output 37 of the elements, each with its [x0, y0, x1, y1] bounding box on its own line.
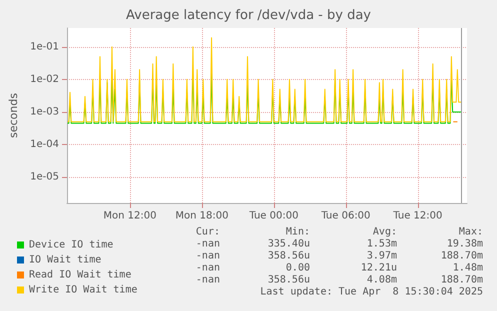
- x-tick-label: Tue 00:00: [248, 210, 298, 222]
- legend-label: IO Wait time: [29, 254, 102, 266]
- text: Max:: [458, 226, 483, 238]
- chart-title: Average latency for /dev/vda - by day: [126, 8, 372, 23]
- text: 12.21u: [360, 262, 397, 274]
- y-axis-title: seconds: [7, 92, 20, 138]
- text: 4.08m: [366, 274, 397, 286]
- y-tick-label: 1e-01: [30, 41, 59, 52]
- y-tick-label: 1e-04: [30, 139, 59, 150]
- legend-label: Device IO time: [29, 240, 114, 250]
- legend-label: Write IO Wait time: [29, 284, 138, 296]
- y-tick-label: 1e-02: [30, 74, 59, 85]
- text: 19.38m: [446, 238, 483, 250]
- text: -nan: [196, 238, 220, 250]
- text: 0.00: [286, 262, 310, 274]
- text: -nan: [196, 250, 220, 262]
- x-tick-label: Tue 12:00: [392, 210, 442, 222]
- text: 1.48m: [452, 262, 483, 274]
- text: Last update: Tue Apr 8 15:30:04 2025: [260, 286, 483, 298]
- x-tick-label: Mon 18:00: [175, 210, 228, 222]
- text: Min:: [286, 226, 310, 238]
- text: 358.56u: [268, 250, 310, 262]
- y-tick-label: 1e-05: [30, 172, 59, 183]
- text: -nan: [196, 274, 220, 286]
- x-tick-label: Tue 06:00: [320, 210, 370, 222]
- text: 1.53m: [366, 238, 397, 250]
- y-tick-label: 1e-03: [30, 106, 59, 118]
- text: Cur:: [196, 226, 220, 238]
- text: -nan: [196, 262, 220, 274]
- x-tick-label: Mon 12:00: [103, 210, 157, 222]
- text: 3.97m: [366, 250, 397, 262]
- text: 188.70m: [440, 274, 483, 286]
- text: Avg:: [372, 226, 397, 238]
- text: 335.40u: [268, 238, 310, 250]
- text: 188.70m: [440, 250, 483, 262]
- legend-label: Read IO Wait time: [29, 270, 132, 280]
- text: 358.56u: [268, 274, 310, 286]
